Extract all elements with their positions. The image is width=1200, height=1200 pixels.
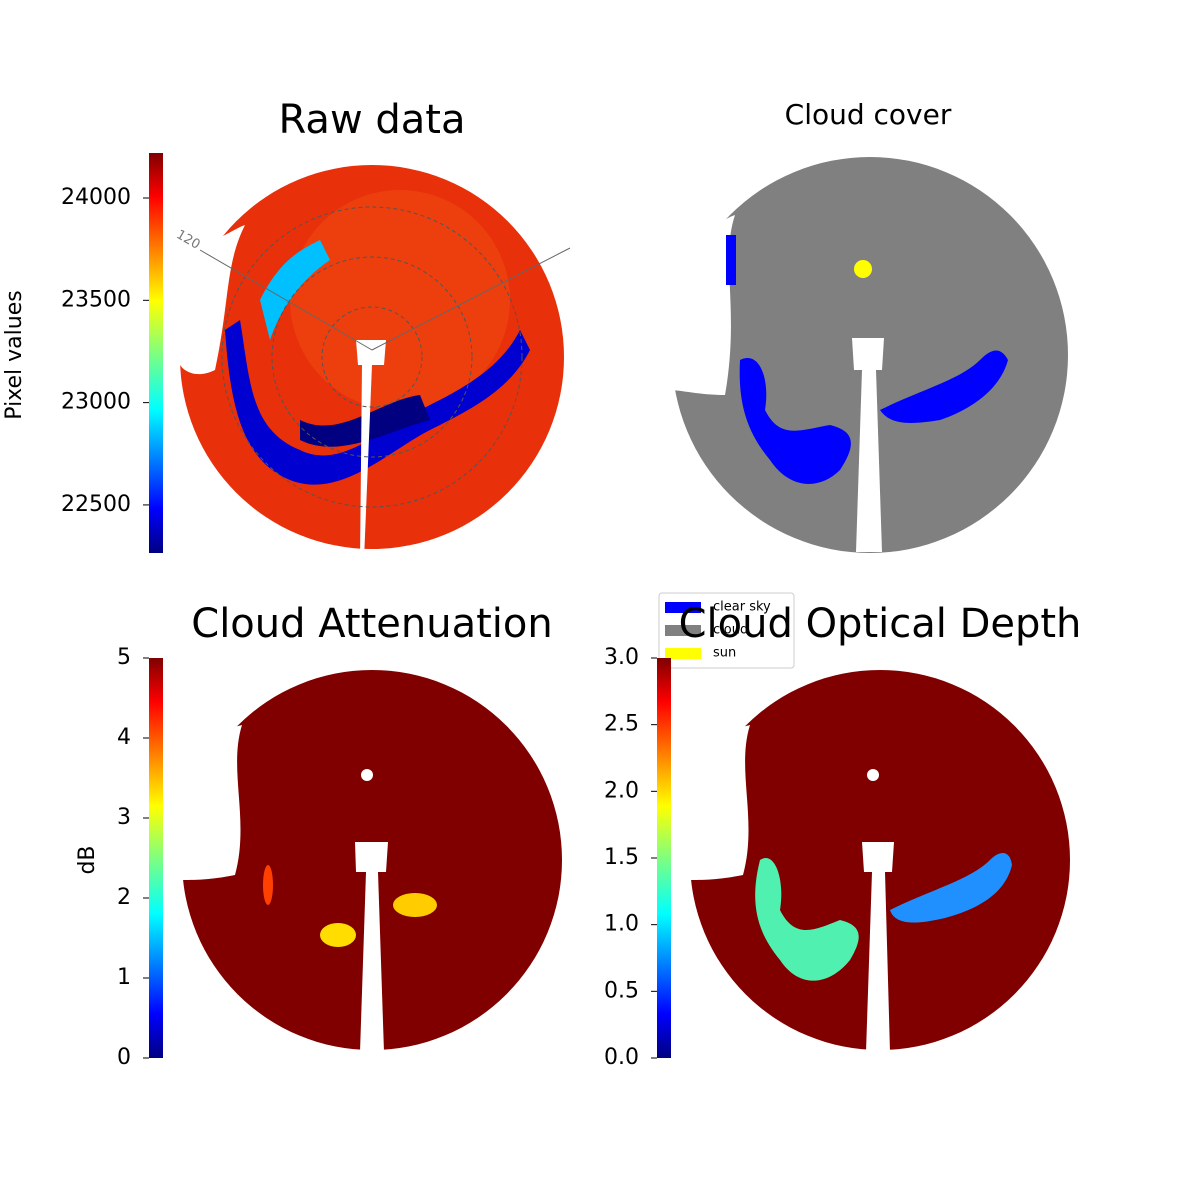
panel-title: Cloud Attenuation xyxy=(191,601,552,647)
colorbar-tick-label: 1 xyxy=(117,965,131,990)
raw-image xyxy=(178,165,571,560)
optical-depth-image xyxy=(688,670,1070,1052)
colorbar-label: Pixel values xyxy=(2,290,27,419)
legend-label: clear sky xyxy=(713,600,771,615)
colorbar-tick-label: 2 xyxy=(117,885,131,910)
colorbar-tick-label: 0.5 xyxy=(604,978,639,1003)
cloud-cover-image xyxy=(670,157,1068,553)
panel-title: Cloud Optical Depth xyxy=(679,601,1082,647)
colorbar xyxy=(149,658,163,1058)
panel-title: Cloud cover xyxy=(785,98,952,131)
legend-swatch xyxy=(665,602,701,613)
legend-label: cloud xyxy=(713,623,748,638)
colorbar-tick-label: 22500 xyxy=(61,492,131,517)
colorbar xyxy=(657,658,671,1058)
colorbar-tick-label: 2.5 xyxy=(604,712,639,737)
colorbar xyxy=(149,153,163,553)
colorbar-tick-label: 1.5 xyxy=(604,845,639,870)
colorbar-tick-label: 24000 xyxy=(61,185,131,210)
colorbar-tick-label: 23000 xyxy=(61,390,131,415)
colorbar-tick-label: 0 xyxy=(117,1045,131,1070)
legend-swatch xyxy=(665,625,701,636)
colorbar-label: dB xyxy=(75,845,100,874)
colorbar-tick-label: 3.0 xyxy=(604,645,639,670)
colorbar-tick-label: 0.0 xyxy=(604,1045,639,1070)
panel-title: Raw data xyxy=(279,97,466,143)
attenuation-image xyxy=(180,670,562,1052)
colorbar-tick-label: 3 xyxy=(117,805,131,830)
colorbar-tick-label: 4 xyxy=(117,725,131,750)
colorbar-tick-label: 1.0 xyxy=(604,912,639,937)
colorbar-tick-label: 2.0 xyxy=(604,778,639,803)
legend-swatch xyxy=(665,648,701,659)
colorbar-tick-label: 5 xyxy=(117,645,131,670)
colorbar-tick-label: 23500 xyxy=(61,287,131,312)
legend-label: sun xyxy=(713,646,736,661)
